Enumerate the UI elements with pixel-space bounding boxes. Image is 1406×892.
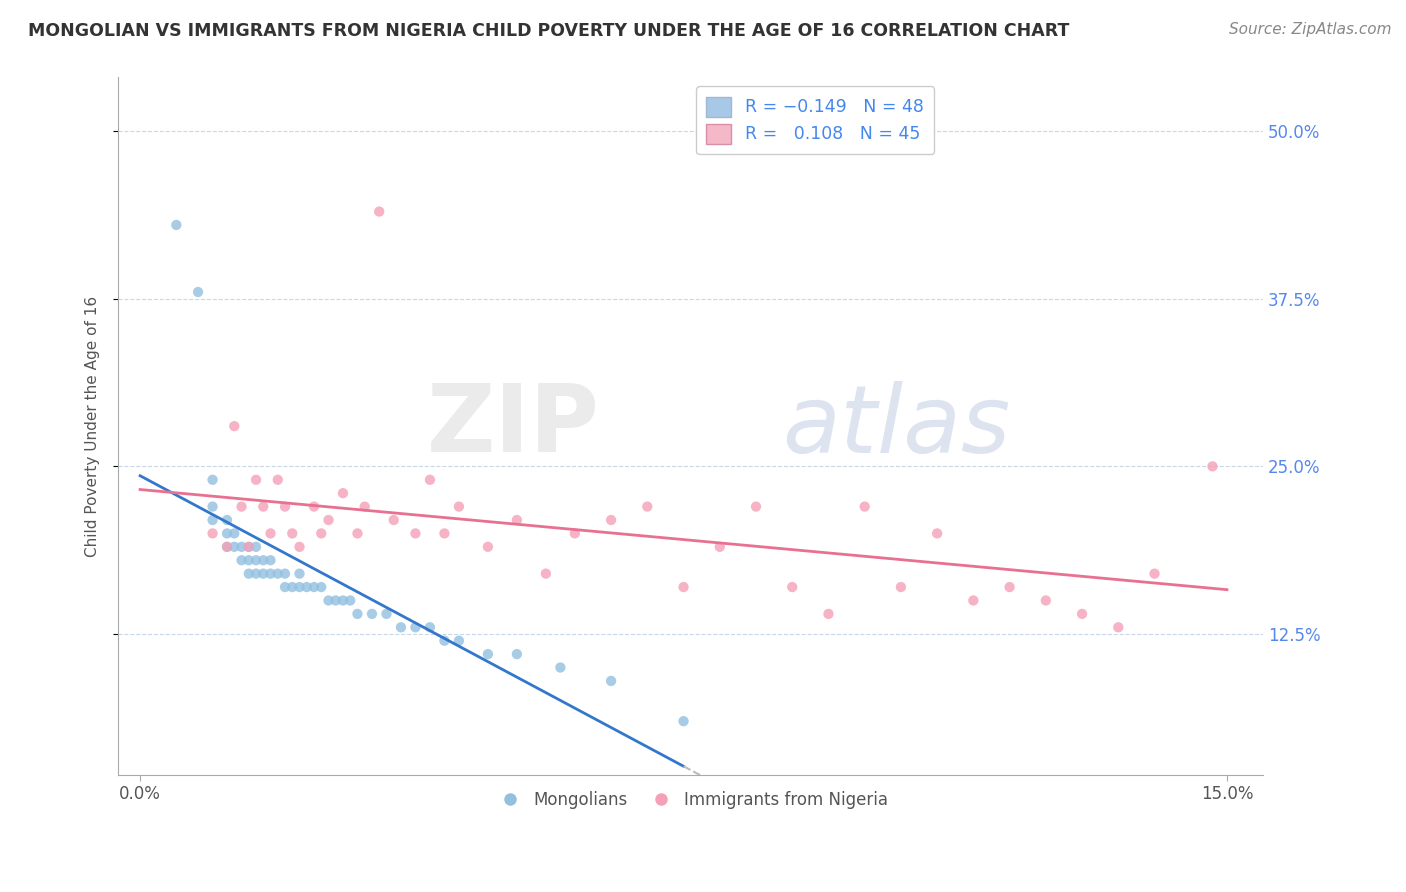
Text: ZIP: ZIP [426,380,599,472]
Point [506,513,529,527]
Point [404,526,426,541]
Point [238,566,260,581]
Point [382,513,405,527]
Point [998,580,1021,594]
Point [201,473,224,487]
Point [477,647,499,661]
Point [375,607,398,621]
Point [817,607,839,621]
Point [252,566,274,581]
Point [231,553,253,567]
Point [447,500,470,514]
Point [238,540,260,554]
Point [389,620,412,634]
Point [745,500,768,514]
Point [318,513,340,527]
Point [1071,607,1094,621]
Point [224,540,246,554]
Point [215,513,238,527]
Point [259,553,281,567]
Text: atlas: atlas [782,381,1011,472]
Point [636,500,658,514]
Point [477,540,499,554]
Point [302,580,325,594]
Point [1201,459,1223,474]
Point [201,513,224,527]
Text: Source: ZipAtlas.com: Source: ZipAtlas.com [1229,22,1392,37]
Point [890,580,912,594]
Point [332,486,354,500]
Point [245,473,267,487]
Point [332,593,354,607]
Point [404,620,426,634]
Point [238,540,260,554]
Point [346,526,368,541]
Point [1107,620,1129,634]
Point [962,593,984,607]
Point [419,620,441,634]
Point [274,566,297,581]
Point [1035,593,1057,607]
Point [274,500,297,514]
Point [274,580,297,594]
Point [672,714,695,728]
Point [224,419,246,434]
Point [252,500,274,514]
Point [288,566,311,581]
Point [245,540,267,554]
Point [780,580,803,594]
Text: MONGOLIAN VS IMMIGRANTS FROM NIGERIA CHILD POVERTY UNDER THE AGE OF 16 CORRELATI: MONGOLIAN VS IMMIGRANTS FROM NIGERIA CHI… [28,22,1070,40]
Point [368,204,391,219]
Point [252,553,274,567]
Point [550,660,572,674]
Point [224,526,246,541]
Point [309,580,332,594]
Point [281,580,304,594]
Point [302,500,325,514]
Point [231,500,253,514]
Point [309,526,332,541]
Point [187,285,209,299]
Point [672,580,695,594]
Point [339,593,361,607]
Point [600,673,623,688]
Point [201,500,224,514]
Point [215,540,238,554]
Point [288,540,311,554]
Point [600,513,623,527]
Point [534,566,557,581]
Point [318,593,340,607]
Point [564,526,586,541]
Point [267,566,290,581]
Point [281,526,304,541]
Point [433,526,456,541]
Point [288,580,311,594]
Point [1143,566,1166,581]
Point [325,593,347,607]
Point [165,218,187,232]
Point [267,473,290,487]
Point [506,647,529,661]
Point [353,500,375,514]
Point [419,473,441,487]
Point [853,500,876,514]
Point [201,526,224,541]
Point [447,633,470,648]
Point [238,553,260,567]
Point [927,526,949,541]
Point [709,540,731,554]
Point [215,540,238,554]
Point [433,633,456,648]
Point [215,526,238,541]
Point [245,566,267,581]
Point [259,526,281,541]
Point [259,566,281,581]
Point [245,553,267,567]
Point [346,607,368,621]
Point [231,540,253,554]
Point [295,580,318,594]
Y-axis label: Child Poverty Under the Age of 16: Child Poverty Under the Age of 16 [86,295,100,557]
Point [361,607,384,621]
Legend: Mongolians, Immigrants from Nigeria: Mongolians, Immigrants from Nigeria [486,784,894,815]
